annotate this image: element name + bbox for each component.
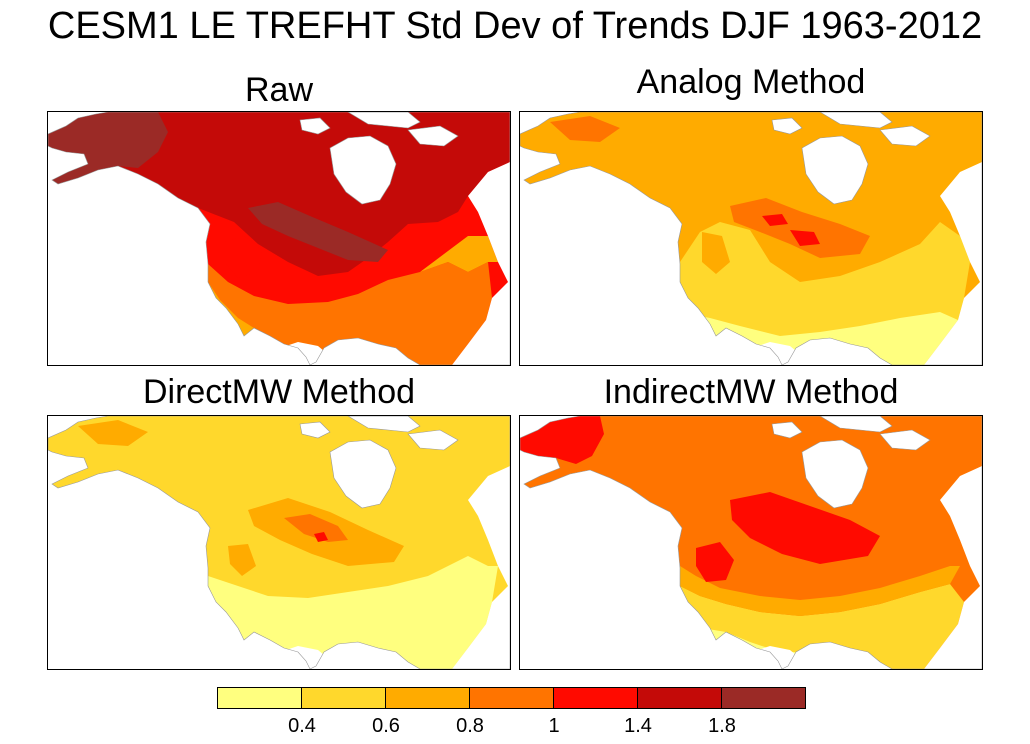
map-analog — [520, 112, 982, 365]
ice-or-lake — [819, 416, 893, 433]
panel-title-directmw: DirectMW Method — [142, 373, 416, 411]
ice-or-lake — [347, 112, 421, 129]
map-panel-analog — [519, 111, 983, 366]
map-panel-directmw — [47, 415, 511, 670]
ice-or-lake — [299, 421, 331, 439]
colorbar-tick-label: 1.4 — [624, 715, 652, 737]
ocean-mask — [452, 112, 510, 365]
colorbar-swatch — [721, 687, 806, 709]
colorbar — [217, 687, 806, 709]
shading-contour — [208, 556, 498, 669]
colorbar-tick-label: 0.6 — [372, 715, 400, 737]
shading-contour — [284, 514, 348, 542]
shading-contour — [550, 116, 870, 258]
panel-title-raw: Raw — [244, 71, 314, 109]
ice-or-lake — [347, 416, 421, 433]
shading-contour — [680, 298, 958, 365]
shading-contour — [762, 214, 820, 246]
shading-contour — [248, 202, 388, 262]
ice-or-lake — [329, 439, 397, 509]
ice-or-lake — [329, 135, 397, 205]
shading-contour — [48, 112, 168, 184]
ice-or-lake — [771, 117, 803, 135]
shading-contour — [680, 566, 960, 616]
map-indirectmw — [520, 416, 982, 669]
ice-or-lake — [299, 117, 331, 135]
ice-or-lake — [801, 439, 869, 509]
ocean-mask — [452, 416, 510, 669]
ice-or-lake — [879, 125, 931, 147]
ice-or-lake — [801, 135, 869, 205]
shading-contour — [680, 584, 964, 669]
shading-contour — [228, 544, 256, 576]
colorbar-tick-label: 0.8 — [456, 715, 484, 737]
shading-contour — [108, 112, 510, 276]
map-directmw — [48, 416, 510, 669]
colorbar-swatch — [385, 687, 470, 709]
ice-or-lake — [771, 421, 803, 439]
shaded-field — [520, 112, 982, 365]
shaded-field — [48, 416, 510, 669]
shaded-field — [520, 416, 982, 669]
colorbar-swatch — [301, 687, 386, 709]
ice-or-lake — [819, 112, 893, 129]
ocean-mask — [924, 112, 982, 365]
shading-contour — [702, 232, 730, 274]
map-raw — [48, 112, 510, 365]
ocean-mask — [924, 416, 982, 669]
shading-contour — [314, 532, 328, 542]
figure-title: CESM1 LE TREFHT Std Dev of Trends DJF 19… — [47, 5, 983, 47]
shading-contour — [208, 262, 492, 365]
shading-contour — [696, 492, 880, 582]
ice-or-lake — [879, 429, 931, 451]
coastline — [520, 416, 982, 669]
shading-contour — [208, 236, 498, 336]
ice-or-lake — [407, 429, 459, 451]
colorbar-swatch — [217, 687, 302, 709]
shaded-field — [48, 112, 510, 365]
colorbar-swatch — [469, 687, 554, 709]
coastline — [48, 416, 510, 669]
map-panel-indirectmw — [519, 415, 983, 670]
colorbar-tick-label: 1.8 — [708, 715, 736, 737]
panel-title-analog: Analog Method — [636, 63, 866, 101]
colorbar-tick-label: 1 — [548, 715, 560, 737]
colorbar-tick-label: 0.4 — [288, 715, 316, 737]
shading-contour — [224, 236, 262, 278]
panel-title-indirectmw: IndirectMW Method — [603, 373, 899, 411]
colorbar-swatch — [553, 687, 638, 709]
ice-or-lake — [407, 125, 459, 147]
coastline — [520, 112, 982, 365]
colorbar-swatch — [637, 687, 722, 709]
coastline — [48, 112, 510, 365]
map-panel-raw — [47, 111, 511, 366]
